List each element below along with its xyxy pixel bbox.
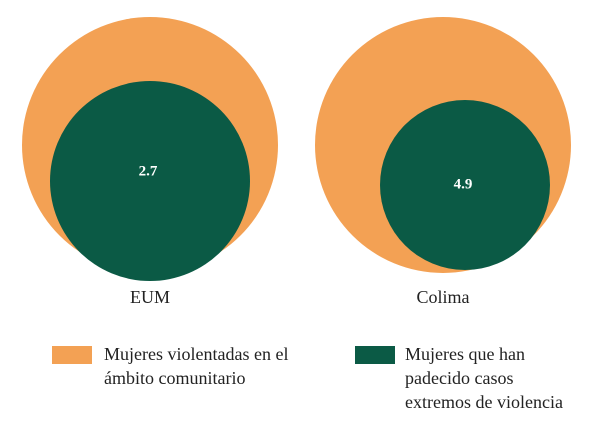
value-label: 2.7 xyxy=(139,163,158,179)
legend-label: Mujeres que han padecido casos extremos … xyxy=(405,344,563,412)
legend-swatch xyxy=(355,346,395,364)
value-label: 4.9 xyxy=(454,176,473,192)
legend-swatch xyxy=(52,346,92,364)
legend-label: Mujeres violentadas en el ámbito comunit… xyxy=(104,344,289,388)
inner-circle xyxy=(50,81,250,281)
category-label: Colima xyxy=(417,287,470,307)
inner-circle xyxy=(380,100,550,270)
category-label: EUM xyxy=(130,287,170,307)
